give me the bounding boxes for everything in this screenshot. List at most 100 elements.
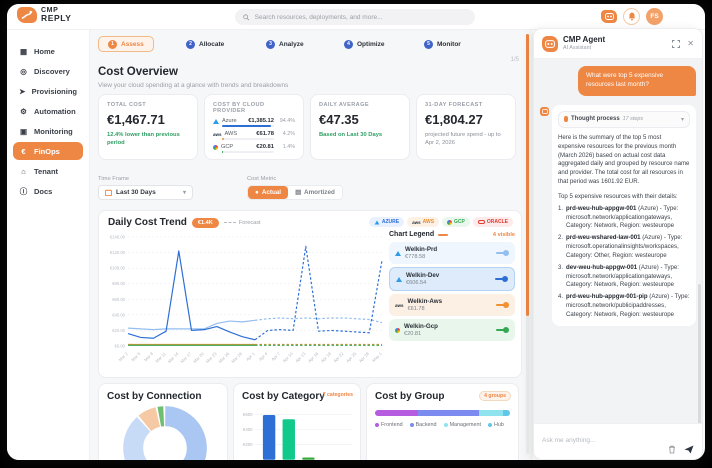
- time-frame-select[interactable]: Last 30 Days ▾: [98, 185, 193, 200]
- chevron-down-icon: ▾: [182, 190, 186, 196]
- svg-text:€600: €600: [243, 412, 253, 417]
- close-icon[interactable]: ✕: [687, 39, 694, 48]
- user-message-bubble: What were top 5 expensive resources last…: [578, 66, 696, 96]
- step-optimize[interactable]: 4 Optimize: [344, 36, 384, 52]
- cost-by-category-card: Cost by Category 7 categories €600 €400 €2…: [233, 383, 361, 460]
- user-avatar[interactable]: FS: [646, 8, 663, 25]
- step-allocate[interactable]: 2 Allocate: [186, 36, 224, 52]
- svg-text:Mar 11: Mar 11: [154, 351, 167, 364]
- provider-name: AWS: [224, 131, 238, 137]
- main-scrollbar[interactable]: [526, 34, 529, 454]
- svg-text:Mar 8: Mar 8: [143, 351, 155, 363]
- gcp-icon: [447, 219, 453, 225]
- search-input[interactable]: [254, 13, 467, 21]
- series-toggle[interactable]: [495, 276, 508, 283]
- chart-legend-panel: Chart Legend 4 visible Welkin-Prd €778.58…: [389, 231, 515, 344]
- provider-name: GCP: [221, 144, 234, 150]
- legend-item-welkin-prd[interactable]: Welkin-Prd €778.58: [389, 242, 515, 265]
- gcp-icon: [213, 144, 218, 150]
- sidebar-item-automation[interactable]: ⚙ Automation: [13, 102, 83, 120]
- sidebar-item-docs[interactable]: ⓘ Docs: [13, 182, 83, 200]
- provider-chip-aws[interactable]: aws AWS: [407, 217, 440, 227]
- series-toggle[interactable]: [496, 250, 509, 257]
- logo-text: CMP REPLY: [41, 7, 72, 23]
- sidebar-item-provisioning[interactable]: ➤ Provisioning: [13, 82, 83, 100]
- sidebar-item-label: FinOps: [34, 146, 60, 156]
- provider-bar: [222, 151, 274, 153]
- series-toggle[interactable]: [496, 327, 509, 334]
- global-search[interactable]: [235, 9, 475, 25]
- provider-bar: [222, 138, 274, 140]
- main-content: 1 Assess 2 Allocate 3 Analyze 4 Optimize…: [90, 30, 533, 460]
- logo-line-1: CMP: [41, 7, 59, 15]
- chat-input[interactable]: [542, 437, 694, 444]
- time-frame-value: Last 30 Days: [116, 189, 156, 196]
- group-segment: [375, 410, 419, 416]
- chat-scrollbar[interactable]: [698, 284, 701, 434]
- svg-text:Mar 23: Mar 23: [205, 351, 218, 364]
- oracle-icon: [477, 220, 485, 224]
- legend-name: Welkin-Dev: [406, 272, 440, 280]
- sidebar-item-label: Monitoring: [34, 126, 73, 136]
- amortized-button[interactable]: ▤ Amortized: [288, 186, 342, 199]
- trash-icon[interactable]: [668, 445, 676, 454]
- sidebar-item-tenant[interactable]: ⌂ Tenant: [13, 162, 83, 180]
- provider-chip-oracle[interactable]: ORACLE: [472, 217, 513, 227]
- sidebar-item-discovery[interactable]: ◎ Discovery: [13, 62, 83, 80]
- sidebar-item-label: Tenant: [34, 166, 59, 176]
- app-logo[interactable]: CMP REPLY: [17, 7, 72, 23]
- sidebar-item-home[interactable]: ▦ Home: [13, 42, 83, 60]
- cost-by-group-card: Cost by Group 4 groups Frontend Backend …: [366, 383, 519, 460]
- bell-icon: [628, 12, 635, 21]
- notifications-button[interactable]: [623, 8, 640, 25]
- cost-metric-toggle: ● Actual ▤ Amortized: [247, 185, 343, 200]
- legend-name: Welkin-Gcp: [404, 323, 438, 331]
- sidebar-item-finops[interactable]: € FinOps: [13, 142, 83, 160]
- cost-by-group-stacked-bar: [375, 410, 510, 416]
- legend-item-welkin-aws[interactable]: aws Welkin-Aws €61.78: [389, 294, 515, 317]
- resource-list-item: 3. dev-weu-hub-appgw-001 (Azure) - Type: …: [558, 263, 679, 289]
- chat-title: CMP Agent: [563, 35, 606, 45]
- docs-icon: ⓘ: [19, 186, 28, 196]
- step-monitor[interactable]: 5 Monitor: [424, 36, 461, 52]
- legend-dash-icon: [438, 233, 449, 236]
- thought-icon: [564, 116, 568, 123]
- thought-label: Thought process: [571, 116, 620, 123]
- daily-cost-trend-card: Daily Cost Trend €1.4K Forecast AZURE aw…: [98, 210, 522, 378]
- step-analyze[interactable]: 3 Analyze: [266, 36, 304, 52]
- series-toggle[interactable]: [496, 302, 509, 309]
- provisioning-icon: ➤: [19, 86, 26, 96]
- legend-title: Chart Legend: [389, 231, 435, 238]
- step-progress: 1/5: [510, 57, 519, 63]
- legend-value: €61.78: [407, 306, 425, 313]
- legend-value: €606.54: [406, 280, 427, 287]
- provider-chip-azure[interactable]: AZURE: [368, 217, 405, 227]
- agent-mini-avatar-icon: [540, 106, 549, 116]
- provider-row-gcp: GCP €20.81 1.4%: [213, 144, 295, 150]
- sidebar-item-monitoring[interactable]: ▣ Monitoring: [13, 122, 83, 140]
- provider-chip-gcp[interactable]: GCP: [442, 217, 470, 227]
- cost-by-connection-card: Cost by Connection: [98, 383, 228, 460]
- chip-label: ORACLE: [486, 219, 508, 225]
- agent-avatar-icon: [542, 35, 558, 52]
- thought-process-toggle[interactable]: Thought process 17 steps ▾: [558, 110, 690, 128]
- legend-item-welkin-gcp[interactable]: Welkin-Gcp €20.81: [389, 319, 515, 342]
- svg-text:Apr 10: Apr 10: [282, 351, 295, 364]
- step-assess[interactable]: 1 Assess: [98, 36, 154, 52]
- actual-button[interactable]: ● Actual: [248, 186, 289, 199]
- actual-label: Actual: [261, 189, 282, 196]
- amortized-label: Amortized: [304, 189, 335, 196]
- legend-item-welkin-dev[interactable]: Welkin-Dev €606.54: [389, 267, 515, 292]
- top-bar: CMP REPLY FS: [7, 4, 705, 30]
- svg-text:Apr 25: Apr 25: [345, 351, 358, 364]
- forecast-legend: Forecast: [223, 219, 261, 226]
- forecast-label: Forecast: [238, 219, 261, 226]
- expand-icon[interactable]: [672, 39, 681, 48]
- kpi-label: TOTAL COST: [107, 102, 147, 108]
- legend-value: €20.81: [404, 331, 422, 338]
- chip-label: AWS: [422, 219, 435, 225]
- agent-icon[interactable]: [601, 10, 617, 23]
- send-icon[interactable]: [684, 445, 694, 454]
- aws-icon: aws: [395, 302, 404, 308]
